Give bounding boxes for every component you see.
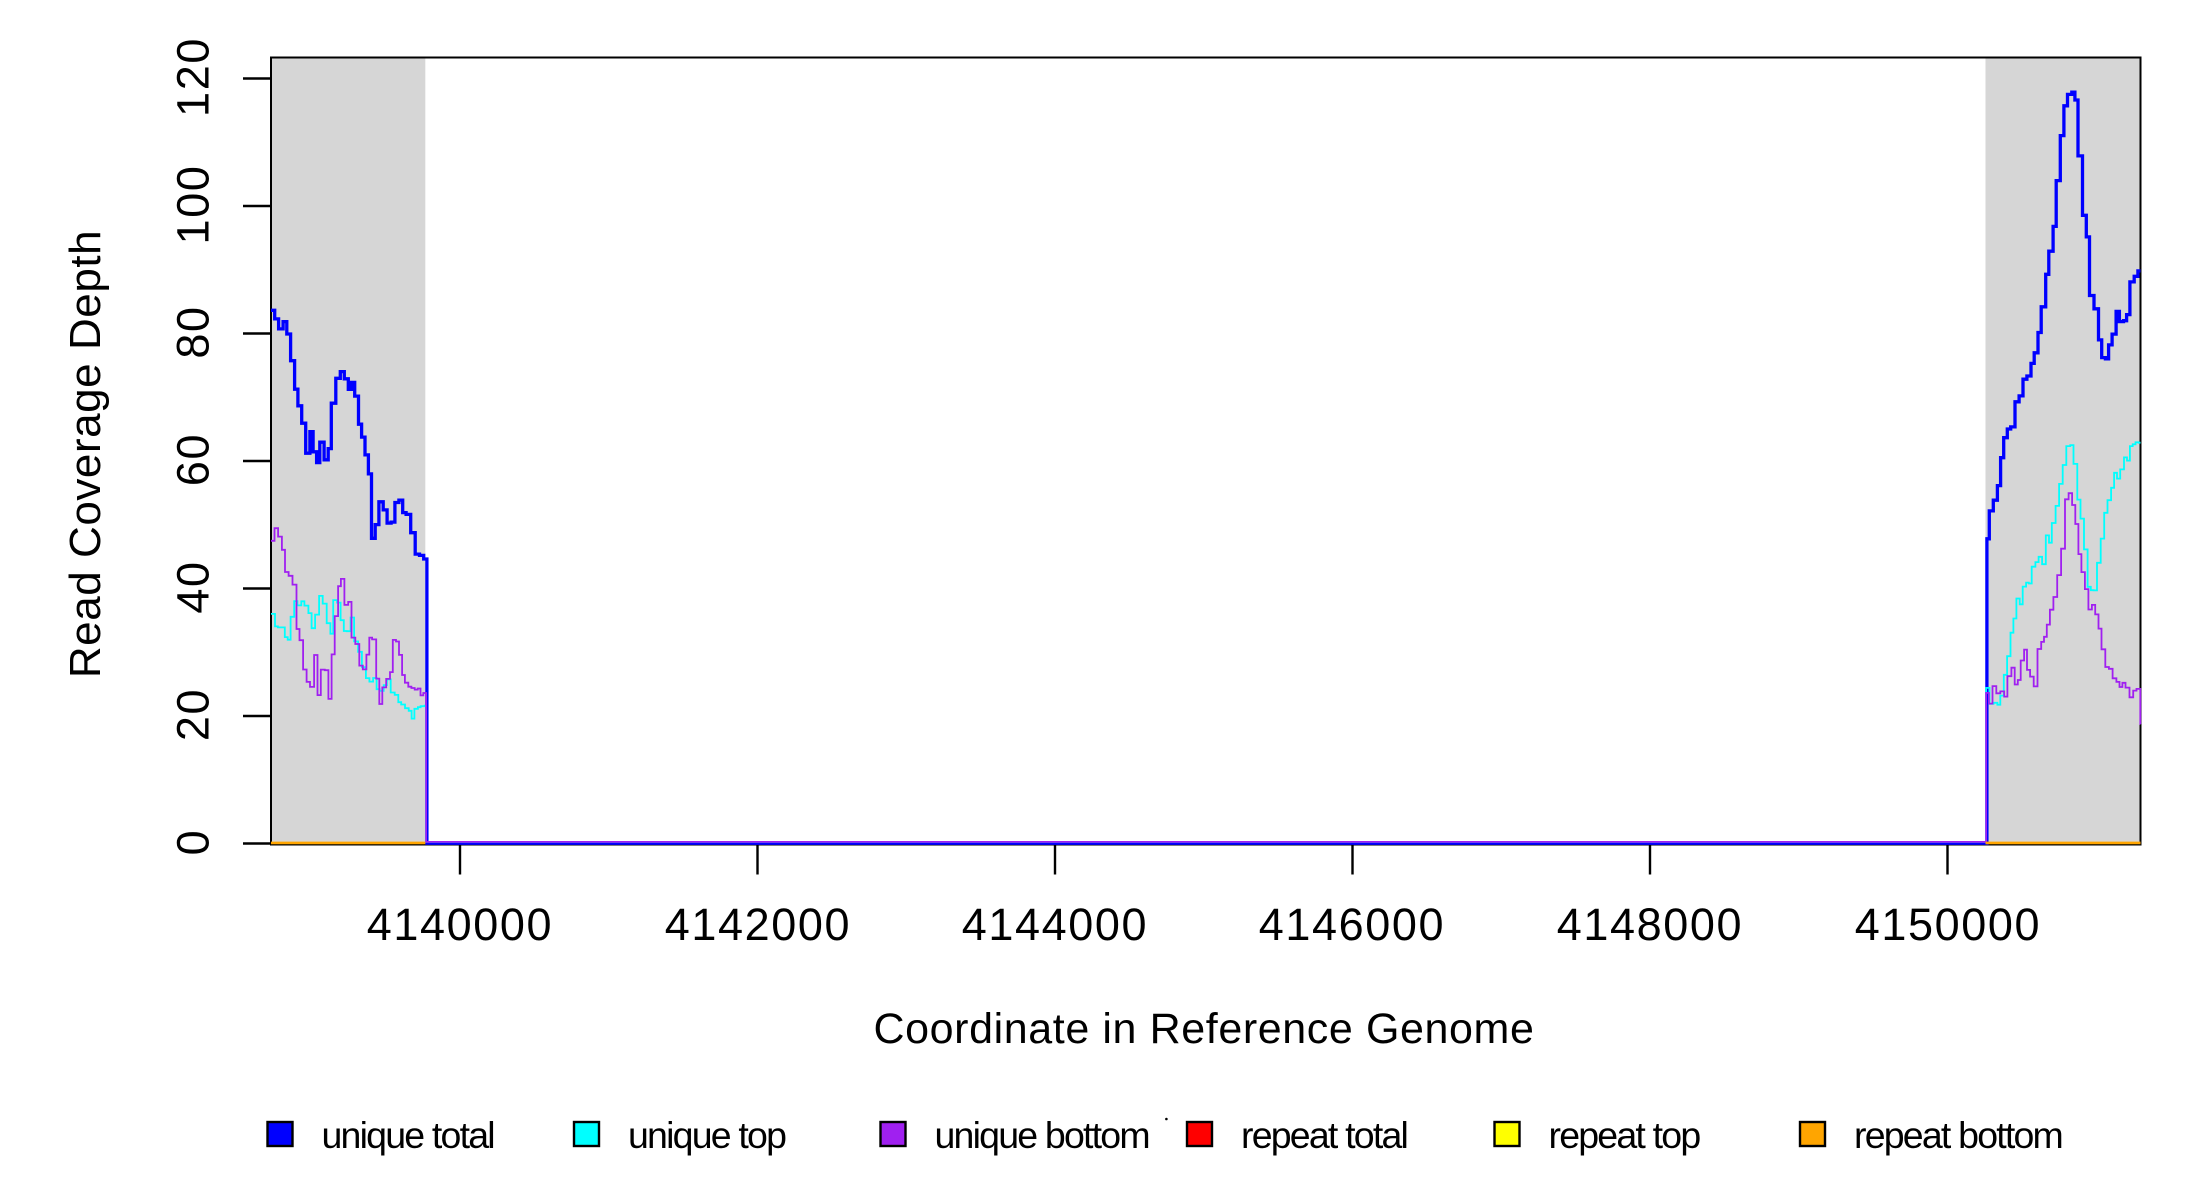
svg-text:unique total: unique total bbox=[322, 1114, 494, 1156]
svg-text:4148000: 4148000 bbox=[1557, 899, 1743, 950]
svg-text:repeat bottom: repeat bottom bbox=[1854, 1114, 2062, 1156]
svg-text:80: 80 bbox=[168, 305, 219, 358]
svg-text:unique top: unique top bbox=[628, 1114, 786, 1156]
svg-text:120: 120 bbox=[168, 37, 219, 117]
svg-text:4142000: 4142000 bbox=[665, 899, 851, 950]
svg-text:0: 0 bbox=[168, 829, 219, 856]
svg-text:100: 100 bbox=[168, 165, 219, 245]
svg-text:4150000: 4150000 bbox=[1855, 899, 2041, 950]
svg-text:unique bottom: unique bottom bbox=[935, 1114, 1149, 1156]
svg-text:20: 20 bbox=[168, 688, 219, 741]
svg-text:4144000: 4144000 bbox=[962, 899, 1148, 950]
svg-text:repeat total: repeat total bbox=[1241, 1114, 1407, 1156]
svg-text:Read Coverage Depth: Read Coverage Depth bbox=[61, 230, 110, 678]
svg-text:repeat top: repeat top bbox=[1549, 1114, 1701, 1156]
svg-text:60: 60 bbox=[168, 433, 219, 486]
svg-text:4140000: 4140000 bbox=[367, 899, 553, 950]
svg-text:4146000: 4146000 bbox=[1259, 899, 1445, 950]
svg-text:Coordinate in Reference Genome: Coordinate in Reference Genome bbox=[874, 1005, 1535, 1053]
svg-text:40: 40 bbox=[168, 560, 219, 613]
